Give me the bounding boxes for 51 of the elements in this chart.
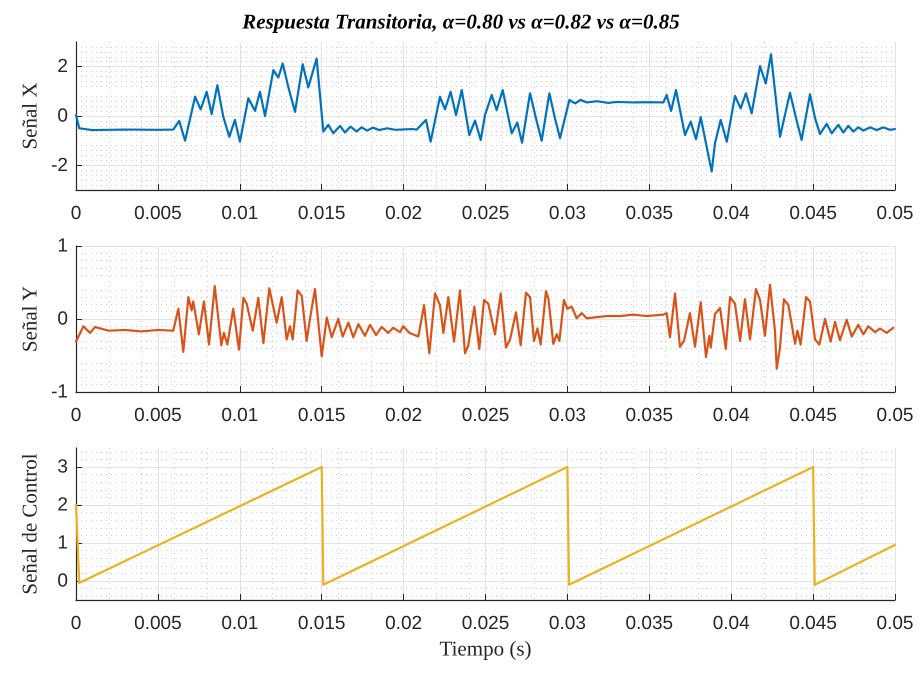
x-tick-label: 0.035	[626, 405, 674, 426]
x-tick-label: 0.03	[548, 613, 586, 634]
x-tick-label: 0.045	[789, 613, 837, 634]
y-tick-label: 1	[57, 236, 68, 256]
y-tick-label: -1	[51, 382, 68, 402]
x-tick-label: 0.05	[876, 613, 914, 634]
x-tick-label: 0.03	[548, 405, 586, 426]
x-tick-label: 0	[70, 405, 82, 426]
x-tick-label: 0.05	[876, 203, 914, 224]
x-tick-label: 0.005	[134, 613, 182, 634]
x-tick-label: 0.005	[134, 405, 182, 426]
chart-title: Respuesta Transitoria, α=0.80 vs α=0.82 vs α=0.85	[241, 10, 680, 34]
x-tick-label: 0.025	[462, 405, 510, 426]
x-tick-label: 0	[70, 613, 82, 634]
x-tick-label: 0.015	[298, 203, 346, 224]
y-axis-title: Señal de Control	[18, 453, 42, 595]
y-tick-label: 0	[57, 570, 68, 592]
y-tick-label: 3	[57, 456, 68, 478]
y-tick-label: 0	[57, 106, 68, 126]
x-axis-title: Tiempo (s)	[440, 636, 532, 660]
x-tick-label: 0.05	[876, 405, 914, 426]
x-tick-label: 0.035	[626, 613, 674, 634]
x-tick-label: 0.01	[221, 613, 258, 634]
x-tick-label: 0.02	[385, 203, 422, 224]
y-tick-label: -2	[51, 154, 68, 176]
x-tick-label: 0	[70, 203, 82, 224]
x-tick-label: 0.02	[385, 613, 422, 634]
line-series	[74, 466, 896, 586]
y-axis-title: Señal X	[18, 82, 42, 150]
y-tick-label: 2	[57, 56, 68, 78]
y-axis-title: Señal Y	[18, 286, 42, 352]
x-tick-label: 0.01	[221, 405, 258, 426]
x-tick-label: 0.03	[548, 203, 586, 224]
line-series	[74, 284, 894, 370]
x-tick-label: 0.01	[221, 203, 258, 224]
x-tick-label: 0.015	[298, 613, 346, 634]
x-tick-label: 0.04	[712, 203, 750, 224]
x-tick-label: 0.04	[712, 405, 750, 426]
x-tick-label: 0.045	[789, 203, 837, 224]
x-tick-label: 0.035	[626, 203, 674, 224]
x-tick-label: 0.045	[789, 405, 837, 426]
y-tick-label: 1	[57, 532, 68, 554]
x-tick-label: 0.005	[134, 203, 182, 224]
x-tick-label: 0.015	[298, 405, 346, 426]
x-tick-label: 0.025	[462, 613, 510, 634]
y-tick-label: 0	[57, 308, 68, 330]
x-tick-label: 0.02	[385, 405, 422, 426]
x-tick-label: 0.025	[462, 203, 510, 224]
line-series	[74, 53, 896, 173]
y-tick-label: 2	[57, 494, 68, 516]
x-tick-label: 0.04	[712, 613, 750, 634]
